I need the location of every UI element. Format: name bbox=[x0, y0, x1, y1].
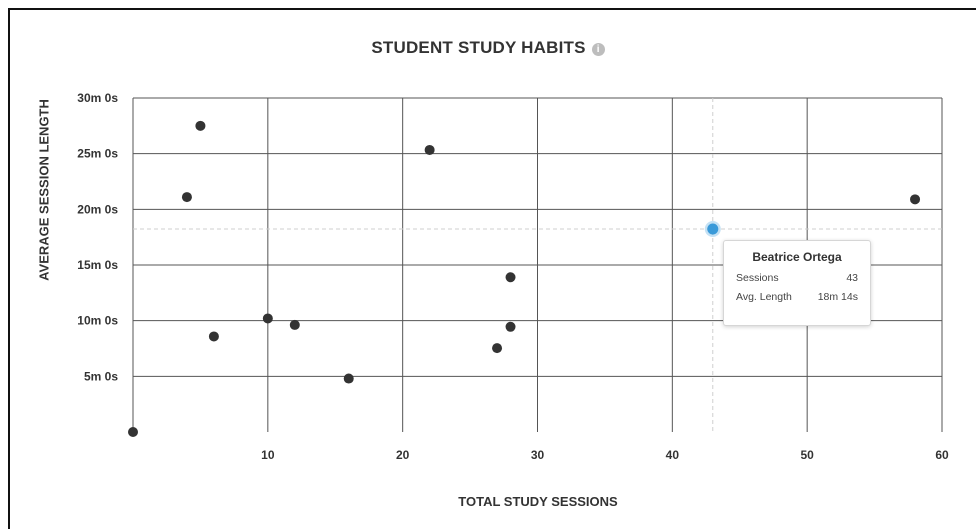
tooltip-length-label: Avg. Length bbox=[736, 291, 792, 303]
info-icon[interactable]: i bbox=[591, 43, 605, 56]
x-tick-label: 40 bbox=[666, 448, 680, 462]
tooltip-length-row: Avg. Length 18m 14s bbox=[736, 291, 858, 303]
tooltip-sessions-label: Sessions bbox=[736, 272, 779, 284]
data-point[interactable] bbox=[424, 144, 435, 155]
data-point[interactable] bbox=[289, 319, 300, 330]
data-point[interactable] bbox=[128, 427, 138, 437]
crosshair bbox=[133, 98, 942, 432]
tooltip-length-value: 18m 14s bbox=[817, 291, 858, 303]
x-tick-label: 10 bbox=[261, 448, 275, 462]
x-axis-label: TOTAL STUDY SESSIONS bbox=[458, 494, 618, 509]
tooltip-sessions-value: 43 bbox=[846, 272, 858, 284]
highlighted-data-point[interactable] bbox=[707, 223, 719, 235]
x-tick-label: 30 bbox=[531, 448, 545, 462]
tooltip: Beatrice Ortega Sessions 43 Avg. Length … bbox=[723, 240, 871, 326]
y-tick-labels: 5m 0s 10m 0s 15m 0s 20m 0s 25m 0s 30m 0s bbox=[77, 91, 118, 383]
data-point[interactable] bbox=[343, 373, 354, 384]
x-tick-label: 50 bbox=[800, 448, 814, 462]
chart-title-row: STUDENT STUDY HABITS i bbox=[0, 38, 976, 58]
x-tick-labels: 10 20 30 40 50 60 bbox=[261, 448, 949, 462]
y-tick-label: 25m 0s bbox=[77, 147, 118, 161]
tooltip-name: Beatrice Ortega bbox=[752, 250, 842, 264]
data-point[interactable] bbox=[910, 194, 921, 205]
tooltip-sessions-row: Sessions 43 bbox=[736, 272, 858, 284]
data-point[interactable] bbox=[181, 192, 192, 203]
data-point[interactable] bbox=[262, 313, 273, 324]
y-tick-label: 30m 0s bbox=[77, 91, 118, 105]
data-point[interactable] bbox=[492, 343, 503, 354]
data-point[interactable] bbox=[208, 331, 219, 342]
data-points bbox=[128, 120, 921, 437]
y-tick-label: 10m 0s bbox=[77, 314, 118, 328]
data-point[interactable] bbox=[505, 272, 516, 283]
chart-title: STUDENT STUDY HABITS bbox=[371, 38, 586, 57]
data-point[interactable] bbox=[505, 321, 516, 332]
y-tick-label: 20m 0s bbox=[77, 202, 118, 216]
x-tick-label: 20 bbox=[396, 448, 410, 462]
y-tick-label: 15m 0s bbox=[77, 258, 118, 272]
x-tick-label: 60 bbox=[935, 448, 949, 462]
data-point[interactable] bbox=[195, 120, 206, 131]
y-tick-label: 5m 0s bbox=[84, 369, 118, 383]
